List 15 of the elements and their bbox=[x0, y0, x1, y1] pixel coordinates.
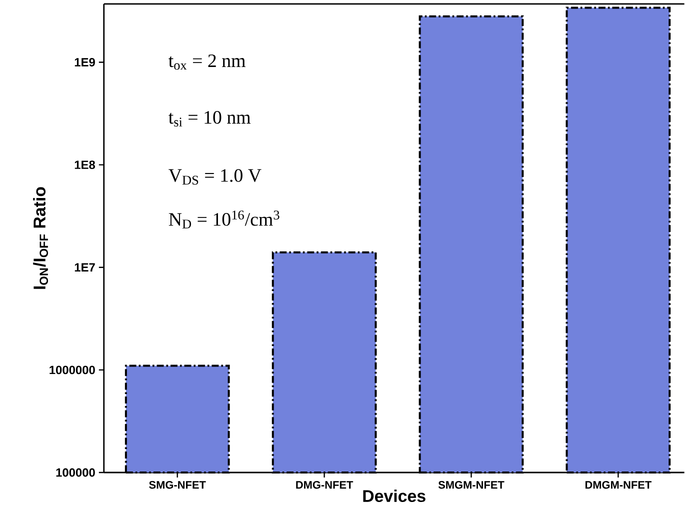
annotation: t$_{si}$ = 10 nm bbox=[168, 110, 251, 126]
x-tick-label: SMGM-NFET bbox=[438, 480, 504, 489]
x-tick-label: DMGM-NFET bbox=[585, 480, 652, 489]
y-tick-label: 1000000 bbox=[50, 366, 95, 374]
y-axis-title: I$_{ON}$/I$_{OFF}$ Ratio bbox=[33, 186, 48, 289]
annotation: N$_{D}$ = 10$^{16}$/cm$^{3}$ bbox=[168, 210, 280, 228]
x-tick-label: SMG-NFET bbox=[149, 480, 206, 489]
y-tick-label: 1E9 bbox=[74, 58, 95, 66]
x-axis-title: Devices bbox=[363, 489, 426, 502]
x-tick-label: DMG-NFET bbox=[296, 480, 354, 489]
annotation: V$_{DS}$ = 1.0 V bbox=[168, 168, 262, 184]
annotation: t$_{ox}$ = 2 nm bbox=[168, 54, 246, 70]
y-tick-label: 1E8 bbox=[74, 160, 96, 169]
y-tick-label: 1E7 bbox=[74, 263, 95, 272]
y-tick-label: 100000 bbox=[56, 468, 95, 477]
